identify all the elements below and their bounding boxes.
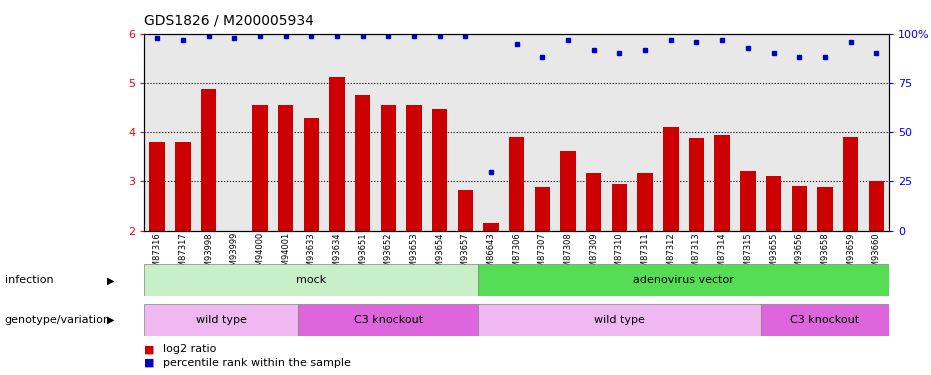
Bar: [330, 77, 344, 231]
Bar: [663, 127, 679, 231]
Text: GDS1826 / M200005934: GDS1826 / M200005934: [144, 13, 314, 27]
Text: wild type: wild type: [196, 315, 247, 325]
Bar: [612, 184, 627, 231]
Bar: [304, 118, 319, 231]
Bar: [638, 172, 653, 231]
Bar: [817, 188, 832, 231]
Bar: [150, 142, 165, 231]
Text: wild type: wild type: [594, 315, 645, 325]
Text: percentile rank within the sample: percentile rank within the sample: [163, 358, 351, 368]
Bar: [766, 176, 781, 231]
Text: infection: infection: [5, 275, 53, 285]
Bar: [299, 304, 479, 336]
Bar: [277, 105, 293, 231]
Bar: [534, 188, 550, 231]
Bar: [458, 190, 473, 231]
Bar: [714, 135, 730, 231]
Bar: [791, 186, 807, 231]
Text: C3 knockout: C3 knockout: [790, 315, 859, 325]
Bar: [479, 264, 889, 296]
Text: adenovirus vector: adenovirus vector: [633, 275, 734, 285]
Text: log2 ratio: log2 ratio: [163, 345, 216, 354]
Bar: [406, 105, 422, 231]
Bar: [689, 138, 704, 231]
Text: ▶: ▶: [107, 315, 115, 325]
Text: ▶: ▶: [107, 275, 115, 285]
Bar: [252, 105, 267, 231]
Bar: [355, 95, 371, 231]
Text: mock: mock: [296, 275, 327, 285]
Bar: [483, 223, 499, 231]
Text: C3 knockout: C3 knockout: [354, 315, 423, 325]
Bar: [144, 264, 479, 296]
Bar: [175, 142, 191, 231]
Bar: [761, 304, 889, 336]
Bar: [381, 105, 396, 231]
Bar: [201, 89, 216, 231]
Bar: [432, 109, 448, 231]
Bar: [509, 137, 524, 231]
Text: genotype/variation: genotype/variation: [5, 315, 111, 325]
Bar: [560, 151, 575, 231]
Text: ■: ■: [144, 345, 155, 354]
Bar: [479, 304, 761, 336]
Bar: [843, 137, 858, 231]
Bar: [869, 182, 884, 231]
Text: ■: ■: [144, 358, 155, 368]
Bar: [144, 304, 299, 336]
Bar: [586, 172, 601, 231]
Bar: [740, 171, 756, 231]
